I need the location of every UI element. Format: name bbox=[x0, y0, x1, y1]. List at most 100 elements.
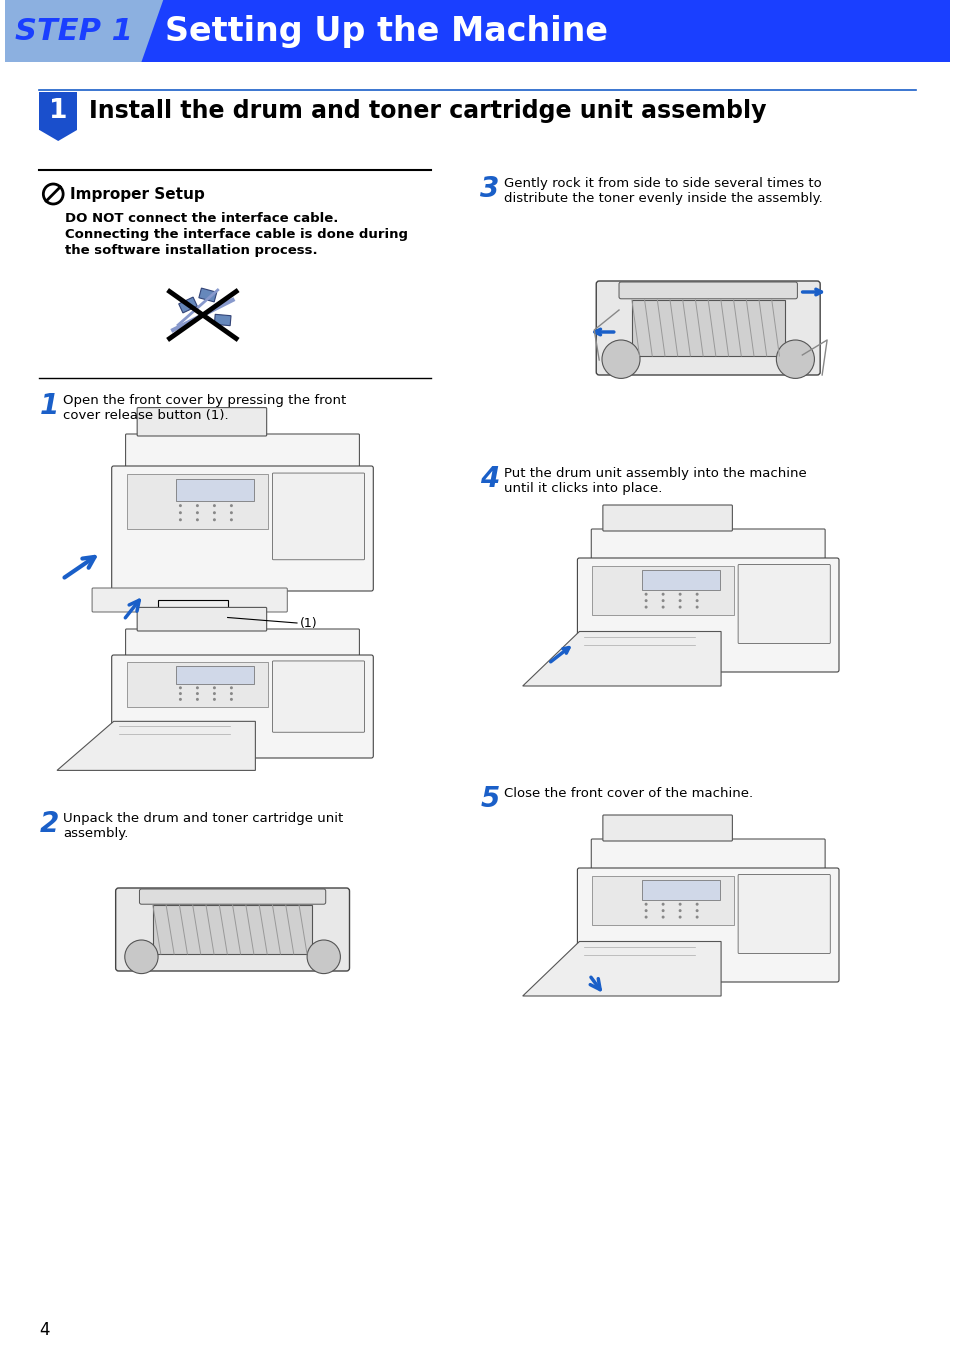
Bar bbox=[158, 600, 228, 635]
FancyBboxPatch shape bbox=[618, 282, 797, 299]
Circle shape bbox=[644, 593, 647, 596]
Text: Gently rock it from side to side several times to
distribute the toner evenly in: Gently rock it from side to side several… bbox=[503, 177, 822, 205]
Circle shape bbox=[307, 940, 340, 974]
Text: Open the front cover by pressing the front
cover release button (1).: Open the front cover by pressing the fro… bbox=[63, 394, 346, 422]
Circle shape bbox=[678, 916, 680, 919]
FancyBboxPatch shape bbox=[115, 888, 349, 971]
Circle shape bbox=[213, 504, 215, 507]
Text: Unpack the drum and toner cartridge unit
assembly.: Unpack the drum and toner cartridge unit… bbox=[63, 812, 343, 840]
Circle shape bbox=[776, 340, 814, 378]
Circle shape bbox=[213, 692, 215, 694]
Circle shape bbox=[179, 686, 182, 689]
FancyBboxPatch shape bbox=[602, 815, 732, 842]
FancyBboxPatch shape bbox=[139, 889, 325, 904]
Circle shape bbox=[644, 916, 647, 919]
Circle shape bbox=[644, 605, 647, 608]
FancyBboxPatch shape bbox=[112, 655, 373, 758]
Circle shape bbox=[661, 902, 664, 905]
Circle shape bbox=[195, 504, 198, 507]
Text: 4: 4 bbox=[39, 1321, 50, 1339]
Circle shape bbox=[195, 692, 198, 694]
Polygon shape bbox=[522, 942, 720, 996]
Bar bbox=[127, 662, 268, 707]
Circle shape bbox=[644, 902, 647, 905]
Circle shape bbox=[179, 511, 182, 515]
Bar bbox=[592, 566, 733, 615]
Bar bbox=[5, 0, 949, 62]
Bar bbox=[39, 92, 77, 130]
Polygon shape bbox=[198, 288, 216, 301]
Bar bbox=[152, 905, 312, 954]
Circle shape bbox=[695, 593, 698, 596]
Text: Improper Setup: Improper Setup bbox=[70, 186, 205, 201]
Circle shape bbox=[678, 593, 680, 596]
Circle shape bbox=[695, 598, 698, 603]
Circle shape bbox=[195, 511, 198, 515]
FancyBboxPatch shape bbox=[92, 588, 287, 612]
Text: 1: 1 bbox=[39, 392, 58, 420]
Circle shape bbox=[213, 511, 215, 515]
Polygon shape bbox=[522, 631, 720, 686]
Circle shape bbox=[230, 692, 233, 694]
Circle shape bbox=[695, 916, 698, 919]
Bar bbox=[127, 474, 268, 528]
Circle shape bbox=[125, 940, 158, 974]
Circle shape bbox=[695, 909, 698, 912]
Text: Put the drum unit assembly into the machine
until it clicks into place.: Put the drum unit assembly into the mach… bbox=[503, 467, 806, 494]
FancyBboxPatch shape bbox=[591, 839, 824, 877]
FancyBboxPatch shape bbox=[273, 473, 364, 559]
Circle shape bbox=[695, 902, 698, 905]
Circle shape bbox=[644, 909, 647, 912]
Text: 5: 5 bbox=[479, 785, 499, 813]
Circle shape bbox=[230, 686, 233, 689]
Polygon shape bbox=[5, 0, 163, 62]
FancyBboxPatch shape bbox=[577, 558, 838, 671]
Text: (1): (1) bbox=[299, 616, 317, 630]
Bar bbox=[176, 666, 253, 684]
Circle shape bbox=[179, 698, 182, 701]
FancyBboxPatch shape bbox=[137, 408, 267, 436]
Circle shape bbox=[195, 686, 198, 689]
Circle shape bbox=[695, 605, 698, 608]
FancyBboxPatch shape bbox=[273, 661, 364, 732]
Circle shape bbox=[230, 698, 233, 701]
Circle shape bbox=[230, 504, 233, 507]
Circle shape bbox=[661, 593, 664, 596]
Bar bbox=[592, 875, 733, 925]
Circle shape bbox=[601, 340, 639, 378]
Polygon shape bbox=[214, 315, 231, 326]
Circle shape bbox=[213, 698, 215, 701]
Text: 3: 3 bbox=[479, 176, 499, 203]
Text: 2: 2 bbox=[39, 811, 58, 838]
Text: Setting Up the Machine: Setting Up the Machine bbox=[165, 15, 608, 47]
Bar bbox=[631, 300, 783, 357]
Circle shape bbox=[179, 519, 182, 521]
Circle shape bbox=[213, 519, 215, 521]
Circle shape bbox=[195, 519, 198, 521]
Circle shape bbox=[179, 504, 182, 507]
Polygon shape bbox=[39, 130, 77, 141]
Bar bbox=[641, 881, 720, 900]
Text: DO NOT connect the interface cable.: DO NOT connect the interface cable. bbox=[65, 212, 338, 226]
Text: 1: 1 bbox=[49, 99, 68, 124]
Circle shape bbox=[678, 605, 680, 608]
FancyBboxPatch shape bbox=[112, 466, 373, 590]
Circle shape bbox=[230, 519, 233, 521]
Circle shape bbox=[661, 909, 664, 912]
FancyBboxPatch shape bbox=[738, 565, 829, 643]
Text: STEP 1: STEP 1 bbox=[15, 16, 132, 46]
FancyBboxPatch shape bbox=[137, 608, 267, 631]
Text: 4: 4 bbox=[479, 465, 499, 493]
FancyBboxPatch shape bbox=[591, 530, 824, 567]
Circle shape bbox=[179, 692, 182, 694]
Circle shape bbox=[644, 598, 647, 603]
FancyBboxPatch shape bbox=[577, 867, 838, 982]
Circle shape bbox=[678, 909, 680, 912]
Circle shape bbox=[678, 598, 680, 603]
Text: Connecting the interface cable is done during: Connecting the interface cable is done d… bbox=[65, 228, 408, 240]
Polygon shape bbox=[178, 297, 197, 313]
Circle shape bbox=[213, 686, 215, 689]
Circle shape bbox=[195, 698, 198, 701]
Polygon shape bbox=[57, 721, 255, 770]
Text: Install the drum and toner cartridge unit assembly: Install the drum and toner cartridge uni… bbox=[89, 99, 765, 123]
